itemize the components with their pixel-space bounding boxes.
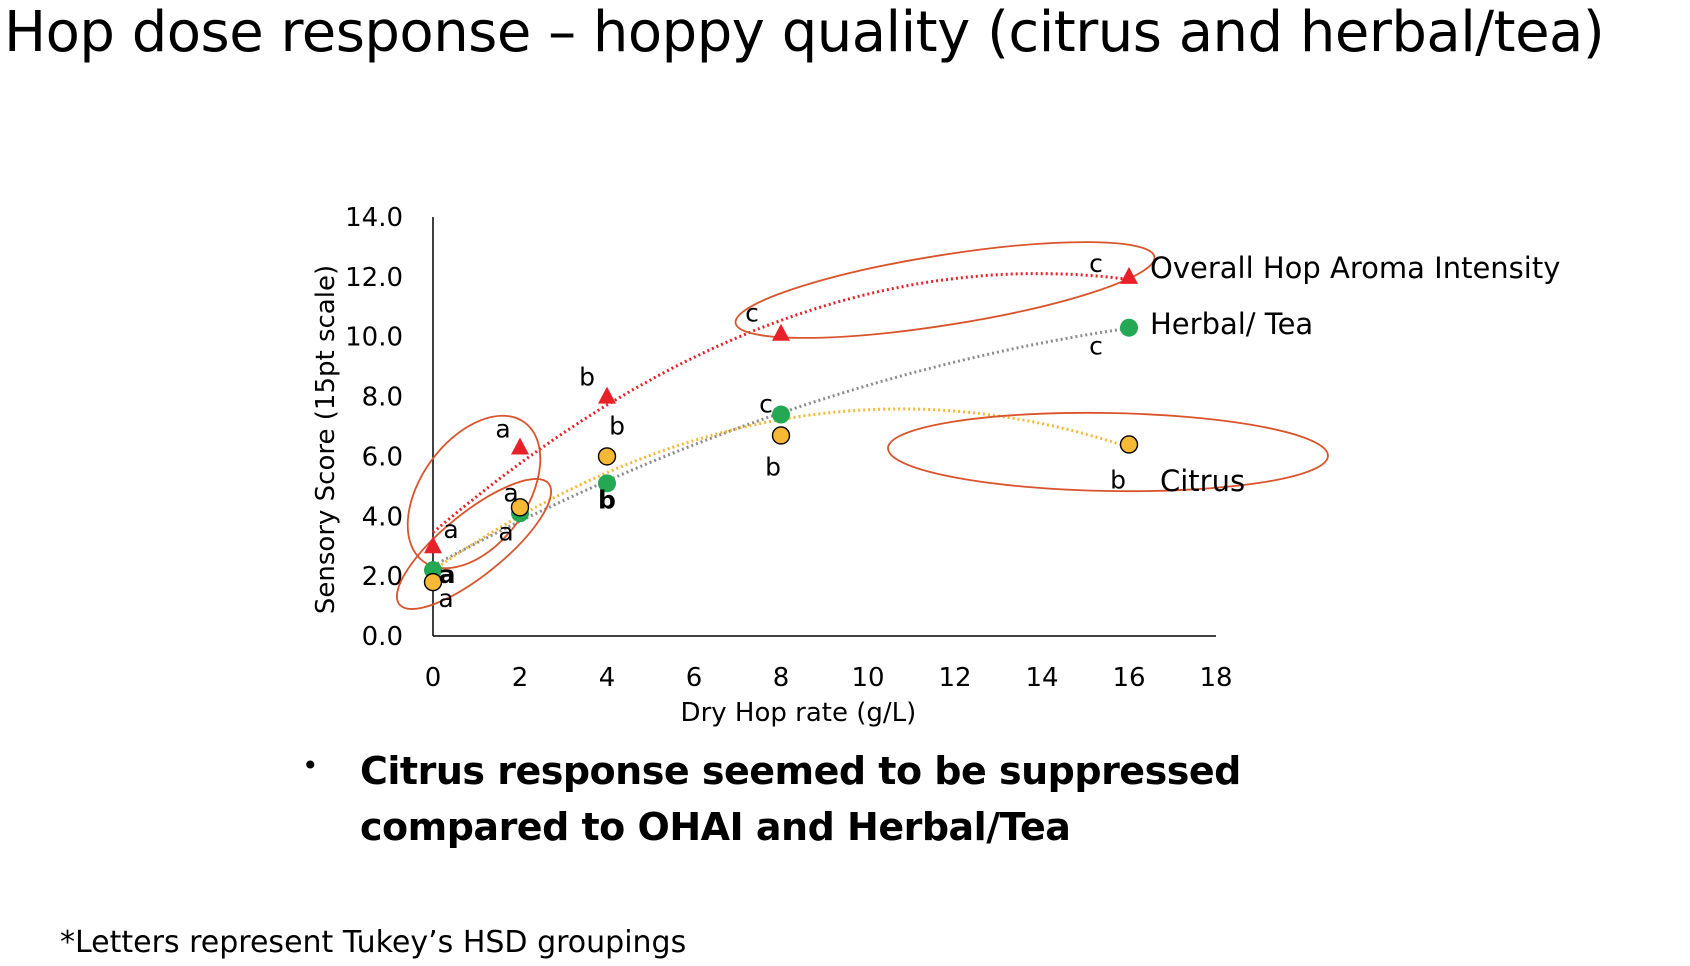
data-point-circle: [598, 474, 616, 493]
y-axis-label: Sensory Score (15pt scale): [311, 265, 341, 614]
x-tick-label: 0: [425, 663, 442, 693]
data-point-circle: [772, 405, 790, 424]
y-tick-label: 12.0: [345, 263, 403, 293]
group-letter: a: [438, 584, 453, 613]
x-tick-label: 10: [851, 663, 884, 693]
x-tick-label: 4: [599, 663, 616, 693]
x-axis-label: Dry Hop rate (g/L): [681, 698, 917, 728]
data-point-triangle: [424, 536, 442, 554]
y-tick-label: 6.0: [362, 442, 403, 472]
series-label: Overall Hop Aroma Intensity: [1150, 251, 1560, 285]
y-tick-label: 4.0: [362, 502, 403, 532]
group-letter: c: [1089, 332, 1103, 361]
data-point-triangle: [511, 437, 529, 455]
group-letter: c: [1089, 249, 1103, 278]
y-tick-labels: 0.0 2.0 4.0 6.0 8.0 10.0 12.0 14.0: [345, 203, 403, 652]
data-point-circle: [1120, 318, 1138, 337]
data-point-triangle: [598, 386, 616, 404]
series-label: Citrus: [1160, 464, 1245, 498]
x-tick-label: 18: [1199, 663, 1232, 693]
x-tick-label: 8: [773, 663, 790, 693]
bullet-text: Citrus response seemed to be suppressed …: [360, 749, 1241, 849]
group-letter: b: [1110, 465, 1126, 494]
data-point-triangle: [772, 323, 790, 341]
y-tick-label: 0.0: [362, 622, 403, 652]
series-labels: Overall Hop Aroma Intensity Herbal/ Tea Ci…: [1150, 251, 1560, 498]
trendline: [432, 326, 1130, 568]
trendline: [432, 272, 1130, 534]
data-points: [423, 266, 1139, 592]
group-letter: a: [443, 515, 458, 544]
series-label: Herbal/ Tea: [1150, 307, 1313, 341]
grouping-ellipses: [395, 241, 1329, 610]
group-letter: a: [495, 414, 510, 443]
data-point-circle: [510, 498, 530, 517]
grouping-ellipse: [734, 241, 1156, 339]
x-tick-label: 6: [686, 663, 703, 693]
y-tick-label: 2.0: [362, 562, 403, 592]
group-letter: c: [745, 299, 759, 328]
bullet-point: • Citrus response seemed to be suppresse…: [302, 743, 1462, 855]
group-letter: c: [759, 390, 773, 419]
grouping-ellipse: [406, 414, 542, 570]
y-tick-label: 14.0: [345, 203, 403, 233]
slide-title: Hop dose response – hoppy quality (citru…: [4, 0, 1605, 65]
data-point-triangle: [1120, 266, 1138, 284]
x-tick-label: 2: [512, 663, 529, 693]
group-letter: b: [579, 363, 595, 392]
grouping-ellipse: [395, 478, 553, 610]
x-tick-labels: 0 2 4 6 8 10 12 14 16 18: [425, 663, 1233, 693]
group-letter: b: [609, 411, 625, 440]
y-tick-label: 8.0: [362, 383, 403, 413]
group-letter: b: [765, 452, 781, 481]
data-point-circle: [1119, 435, 1139, 454]
bullet-marker: •: [302, 749, 319, 782]
x-tick-label: 12: [938, 663, 971, 693]
x-tick-label: 16: [1112, 663, 1145, 693]
data-point-circle: [771, 426, 791, 445]
group-letter: a: [503, 478, 518, 507]
group-letter: a: [498, 517, 513, 546]
y-tick-label: 10.0: [345, 323, 403, 353]
footnote: *Letters represent Tukey’s HSD groupings: [60, 925, 687, 960]
group-letter: b: [598, 485, 616, 514]
x-tick-label: 14: [1025, 663, 1058, 693]
data-point-circle: [423, 572, 443, 592]
data-point-circle: [597, 447, 617, 466]
group-letter: a: [439, 560, 456, 589]
grouping-ellipse: [887, 411, 1329, 493]
